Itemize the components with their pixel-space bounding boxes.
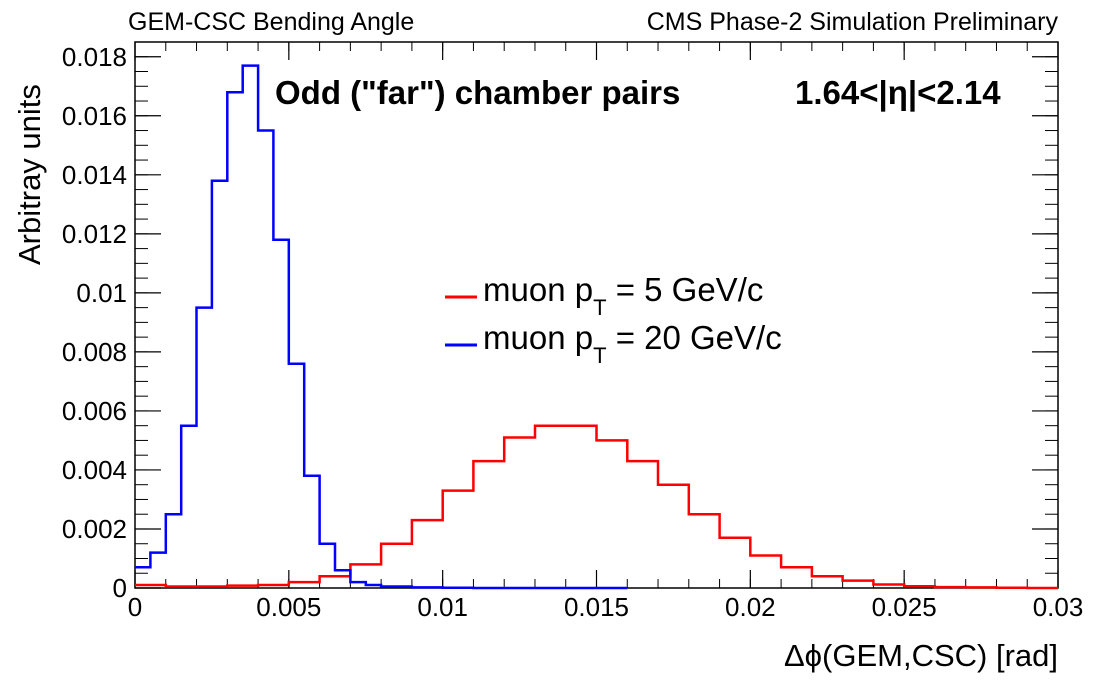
x-tick-label: 0.02: [725, 592, 776, 622]
legend-label-value: = 5 GeV/c: [607, 271, 764, 308]
x-tick-label: 0.01: [417, 592, 468, 622]
y-tick-label: 0: [113, 573, 127, 603]
x-tick-label: 0: [128, 592, 142, 622]
legend-label-value: = 20 GeV/c: [607, 319, 782, 356]
plot-area: 0 0.005 0.01 0.015 0.02 0.025 0.03 0 0.002 0.004 0…: [62, 41, 1084, 622]
y-tick-label: 0.016: [62, 101, 127, 131]
annotation-right: 1.64<|η|<2.14: [795, 74, 1001, 111]
series-line-0: [135, 424, 1058, 590]
x-tick-label: 0.03: [1033, 592, 1084, 622]
y-tick-label: 0.002: [62, 514, 127, 544]
legend-label-main: muon p: [483, 319, 593, 356]
x-tick-label: 0.025: [872, 592, 937, 622]
y-axis-title: Arbitray units: [12, 84, 47, 265]
y-tick-label: 0.014: [62, 160, 127, 190]
legend-entry-0: muon pT = 5 GeV/c: [483, 271, 763, 320]
x-tick-label: 0.015: [564, 592, 629, 622]
y-tick-label: 0.01: [76, 278, 127, 308]
header-right: CMS Phase-2 Simulation Preliminary: [647, 8, 1059, 36]
legend-entry-1: muon pT = 20 GeV/c: [483, 319, 782, 368]
y-tick-label: 0.006: [62, 396, 127, 426]
annotation-left: Odd ("far") chamber pairs: [275, 74, 680, 111]
series-line-1: [135, 64, 628, 590]
y-tick-label: 0.018: [62, 42, 127, 72]
x-tick-label: 0.005: [256, 592, 321, 622]
y-tick-label: 0.004: [62, 455, 127, 485]
legend-label-sub: T: [593, 295, 606, 320]
legend-label-sub: T: [593, 343, 606, 368]
header-left: GEM-CSC Bending Angle: [128, 8, 414, 36]
y-tick-label: 0.008: [62, 337, 127, 367]
y-tick-label: 0.012: [62, 219, 127, 249]
legend-label-main: muon p: [483, 271, 593, 308]
x-axis-title: Δϕ(GEM,CSC) [rad]: [784, 638, 1058, 673]
